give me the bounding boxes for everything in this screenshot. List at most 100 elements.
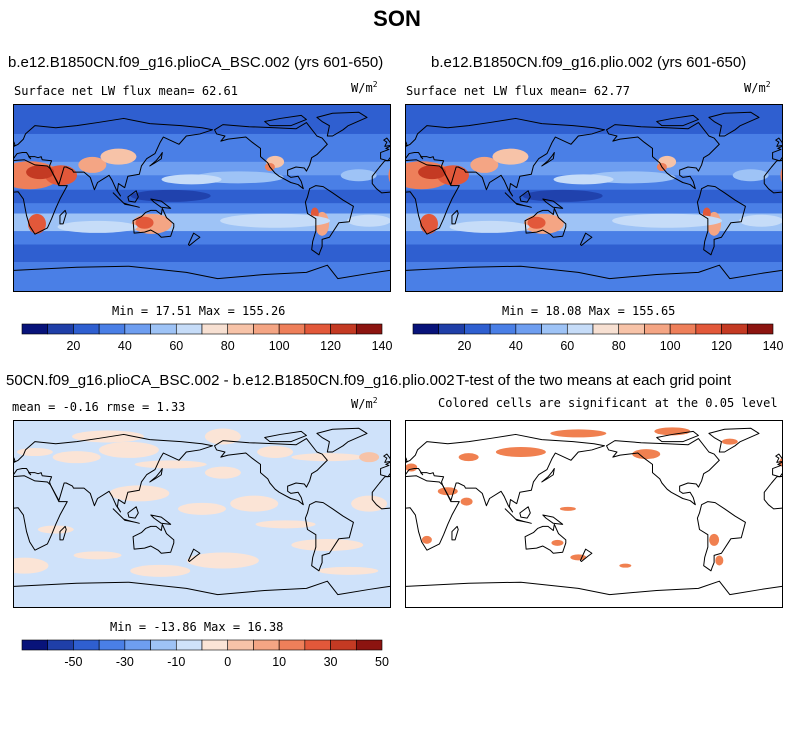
colorbar-swatch xyxy=(124,639,151,651)
coastline xyxy=(696,185,746,256)
coastline xyxy=(775,137,782,147)
coastline xyxy=(541,468,555,483)
coastline xyxy=(112,508,140,524)
coastline xyxy=(14,117,213,197)
coastline xyxy=(187,548,201,563)
colorbar-tick-label: 20 xyxy=(457,339,471,353)
coastline xyxy=(406,457,408,462)
coastline xyxy=(406,117,605,197)
colorbar-tick-label: 140 xyxy=(763,339,784,353)
coastline xyxy=(406,141,408,146)
colorbar-swatch xyxy=(721,323,748,335)
coastline xyxy=(504,192,532,208)
coastline xyxy=(132,207,175,238)
colorbar-swatch xyxy=(175,323,203,335)
coastline xyxy=(656,114,699,127)
coastline xyxy=(579,548,593,563)
colorbar-tick-label: 140 xyxy=(372,339,393,353)
colorbar-tick-label: 40 xyxy=(118,339,132,353)
coastline xyxy=(150,198,172,209)
coastline xyxy=(524,523,567,554)
coastline xyxy=(14,264,390,280)
coastline xyxy=(149,152,163,167)
coastline xyxy=(371,159,390,194)
panel-2-units: W/m2 xyxy=(744,80,771,95)
coastline xyxy=(214,122,328,190)
coastline xyxy=(304,501,354,572)
colorbar-tick-label: -30 xyxy=(116,655,134,669)
colorbar-tick-label: -50 xyxy=(64,655,82,669)
colorbar-swatch xyxy=(98,639,126,651)
colorbar-swatch xyxy=(515,323,542,335)
coastline xyxy=(14,457,16,462)
colorbar-tick-label: 100 xyxy=(269,339,290,353)
colorbar-swatch xyxy=(124,323,151,335)
coastline xyxy=(214,438,328,506)
coastline xyxy=(524,207,567,238)
colorbar-swatch xyxy=(644,323,671,335)
colorbar-swatch xyxy=(304,639,331,651)
panel-3-map xyxy=(13,420,391,608)
panel-1-units: W/m2 xyxy=(351,80,378,95)
colorbar-swatch xyxy=(227,639,254,651)
coastline xyxy=(150,514,172,525)
coastline xyxy=(14,141,16,146)
panel-2-min-max: Min = 18.08 Max = 155.65 xyxy=(502,304,676,318)
colorbar-swatch xyxy=(355,639,383,651)
coastline xyxy=(579,232,593,247)
colorbar-swatch xyxy=(175,639,203,651)
coastline xyxy=(59,209,67,225)
colorbar-swatch xyxy=(21,639,49,651)
panel-2-mean-text: Surface net LW flux mean= 62.77 xyxy=(406,84,630,98)
coastline xyxy=(14,159,68,235)
colorbar-swatch xyxy=(438,323,465,335)
coastline xyxy=(541,152,555,167)
colorbar-tick-label: 120 xyxy=(711,339,732,353)
coastline xyxy=(406,264,782,280)
coastline xyxy=(149,468,163,483)
coastline xyxy=(406,580,782,596)
coastline xyxy=(132,523,175,554)
panel-4-subtitle: Colored cells are significant at the 0.0… xyxy=(438,396,778,410)
coastline xyxy=(127,190,139,203)
coastline xyxy=(708,427,760,453)
coastline xyxy=(371,475,390,510)
panel-4-map xyxy=(405,420,783,608)
colorbar-swatch xyxy=(330,639,357,651)
colorbar-swatch xyxy=(47,323,74,335)
panel-3-units: W/m2 xyxy=(351,396,378,411)
colorbar-tick-label: 80 xyxy=(612,339,626,353)
colorbar-tick-label: 0 xyxy=(224,655,231,669)
colorbar-swatch xyxy=(304,323,331,335)
colorbar-swatch xyxy=(278,323,306,335)
colorbar-swatch xyxy=(566,323,594,335)
panel-3-min-max: Min = -13.86 Max = 16.38 xyxy=(110,620,284,634)
panel-3-title: 50CN.f09_g16.plioCA_BSC.002 - b.e12.B185… xyxy=(6,372,455,389)
panel-1-min-max: Min = 17.51 Max = 155.26 xyxy=(112,304,286,318)
coastline xyxy=(519,190,531,203)
coastline xyxy=(763,475,782,510)
panel-3-stats-text: mean = -0.16 rmse = 1.33 xyxy=(12,400,186,414)
colorbar-swatch xyxy=(253,639,280,651)
coastline xyxy=(14,475,68,551)
colorbar-tick-label: 30 xyxy=(324,655,338,669)
coastline xyxy=(383,453,390,463)
panel-2-colorbar: 20 40 60 80 100 120 140 xyxy=(412,323,783,358)
coastline xyxy=(542,198,564,209)
colorbar-swatch xyxy=(695,323,722,335)
coastline xyxy=(606,438,720,506)
colorbar-tick-label: 50 xyxy=(375,655,389,669)
colorbar-swatch xyxy=(47,639,74,651)
coastline xyxy=(542,514,564,525)
coastline xyxy=(264,430,307,443)
coastline xyxy=(708,111,760,137)
colorbar-swatch xyxy=(355,323,383,335)
panel-2-map xyxy=(405,104,783,292)
coastline xyxy=(304,185,354,256)
page-title: SON xyxy=(373,6,421,31)
colorbar-swatch xyxy=(201,639,229,651)
colorbar-swatch xyxy=(73,639,100,651)
colorbar-tick-label: 40 xyxy=(509,339,523,353)
coastline xyxy=(775,453,782,463)
panel-2-title: b.e12.B1850CN.f09_g16.plio.002 (yrs 601-… xyxy=(431,54,747,71)
